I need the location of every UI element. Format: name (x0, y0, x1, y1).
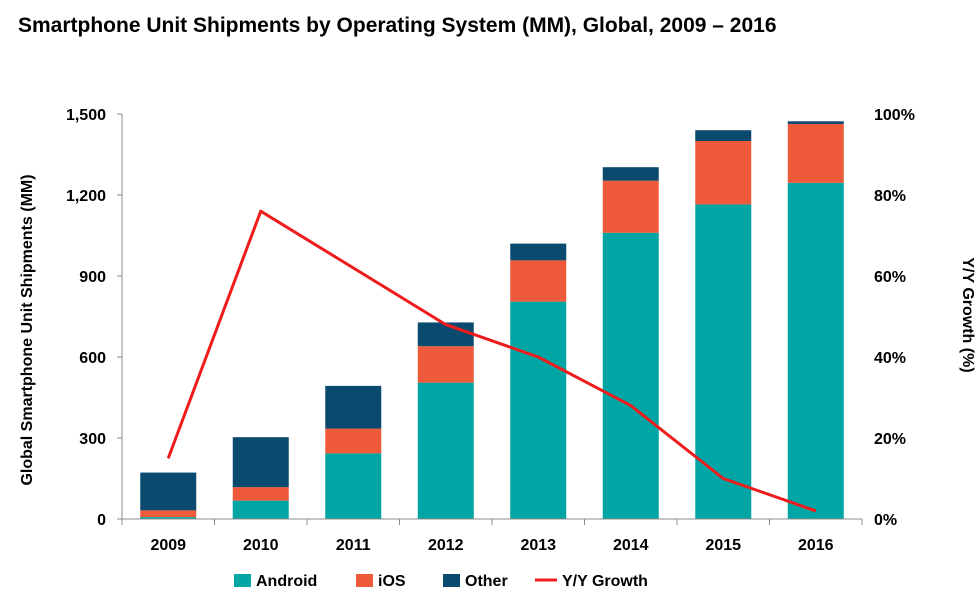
x-tick-label: 2014 (613, 537, 649, 554)
legend-swatch-android (234, 574, 251, 587)
y-axis-label: Global Smartphone Unit Shipments (MM) (19, 174, 36, 485)
bar-ios-2014 (602, 180, 659, 233)
bar-other-2010 (232, 437, 289, 488)
legend-label-ios: iOS (378, 573, 406, 590)
bar-android-2010 (232, 500, 289, 519)
legend: Android iOS Other Y/Y Growth (234, 573, 648, 590)
growth-point-2013 (537, 356, 539, 358)
legend-label-other: Other (465, 573, 508, 590)
bar-other-2009 (140, 472, 197, 511)
legend-label-y-y-growth: Y/Y Growth (562, 573, 648, 590)
bar-other-2014 (602, 167, 659, 181)
bar-other-2011 (325, 385, 382, 429)
y2-tick-label: 60% (874, 269, 906, 286)
y-tick-label: 1,500 (66, 107, 106, 124)
series-line-y-y-growth (166, 209, 817, 513)
bar-android-2014 (602, 232, 659, 520)
x-tick-label: 2013 (520, 537, 556, 554)
x-tick-label: 2011 (336, 537, 371, 554)
bar-other-2015 (695, 130, 752, 141)
bar-android-2015 (695, 204, 752, 519)
bar-other-2013 (510, 243, 567, 261)
chart-title: Smartphone Unit Shipments by Operating S… (18, 14, 777, 37)
y2-tick-label: 0% (874, 512, 897, 529)
growth-point-2009 (167, 457, 169, 459)
bar-android-2012 (417, 382, 474, 519)
growth-point-2011 (352, 267, 354, 269)
bar-android-2016 (787, 182, 844, 519)
y2-tick-label: 100% (874, 107, 915, 124)
bar-other-2016 (787, 121, 844, 124)
x-tick-label: 2012 (428, 537, 464, 554)
growth-point-2016 (815, 510, 817, 512)
bar-ios-2012 (417, 346, 474, 383)
bar-android-2013 (510, 301, 567, 519)
bar-android-2009 (140, 517, 197, 519)
bars-layer (140, 121, 844, 520)
y-tick-label: 900 (79, 269, 106, 286)
x-tick-label: 2015 (705, 537, 741, 554)
y2-tick-label: 80% (874, 188, 906, 205)
axes-layer: 0 300 600 900 1,200 1,500 0% 20% 40% 60% 80% 100% 20… (66, 107, 915, 554)
x-tick-label: 2010 (243, 537, 279, 554)
bar-ios-2010 (232, 487, 289, 501)
growth-line-layer (166, 209, 817, 513)
y2-tick-label: 20% (874, 431, 906, 448)
y-tick-label: 1,200 (66, 188, 106, 205)
y2-tick-label: 40% (874, 350, 906, 367)
growth-point-2015 (722, 478, 724, 479)
bar-android-2011 (325, 453, 382, 519)
y-tick-label: 300 (79, 431, 106, 448)
growth-point-2010 (260, 210, 262, 212)
x-tick-label: 2016 (798, 537, 834, 554)
growth-point-2012 (445, 324, 447, 326)
legend-swatch-ios (356, 574, 373, 587)
bar-ios-2013 (510, 260, 567, 302)
bar-ios-2015 (695, 141, 752, 205)
legend-label-android: Android (256, 573, 317, 590)
y2-axis-label: Y/Y Growth (%) (959, 257, 976, 372)
growth-point-2014 (630, 405, 632, 407)
legend-swatch-other (443, 574, 460, 587)
y-tick-label: 600 (79, 350, 106, 367)
bar-ios-2016 (787, 123, 844, 183)
x-tick-label: 2009 (150, 537, 186, 554)
y-tick-label: 0 (97, 512, 106, 529)
bar-ios-2011 (325, 428, 382, 454)
bar-ios-2009 (140, 510, 197, 518)
